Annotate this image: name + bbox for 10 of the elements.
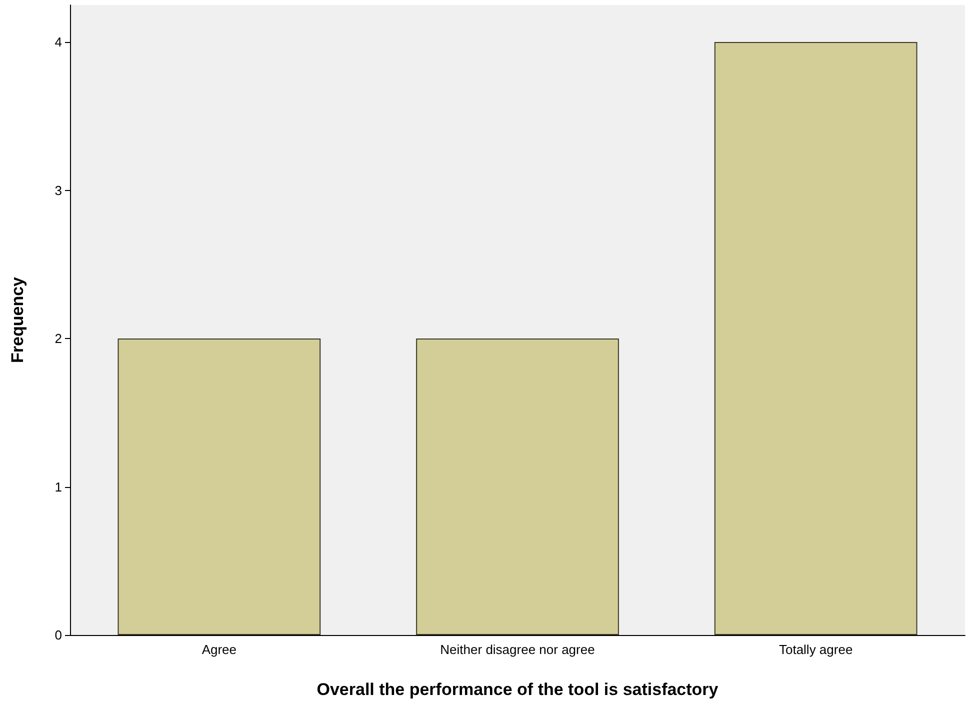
x-tick-label: Agree [202, 642, 237, 657]
y-tick-label: 3 [54, 182, 62, 198]
x-axis-title: Overall the performance of the tool is satisfactory [316, 680, 719, 699]
y-tick-label: 4 [54, 34, 62, 50]
y-tick-label: 1 [54, 479, 62, 494]
y-tick-label: 0 [54, 628, 62, 642]
x-tick-label: Totally agree [778, 642, 853, 657]
x-tick-label: Neither disagree nor agree [440, 642, 595, 657]
y-tick-label: 2 [54, 331, 62, 346]
y-axis-title: Frequency [8, 276, 27, 363]
